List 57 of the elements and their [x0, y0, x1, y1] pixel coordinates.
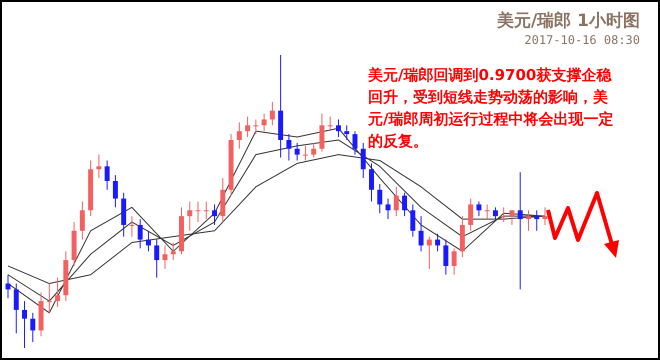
candlestick	[526, 210, 531, 232]
candlestick	[253, 118, 258, 135]
candlestick	[46, 283, 52, 314]
candlestick	[452, 248, 457, 276]
candlestick	[484, 204, 490, 220]
candlestick	[352, 130, 358, 156]
candlestick	[443, 239, 448, 276]
candlestick	[154, 239, 160, 278]
candlestick	[112, 174, 118, 208]
candlestick	[212, 204, 218, 226]
candlestick	[30, 312, 36, 343]
candlestick	[262, 113, 267, 132]
candlestick	[418, 216, 424, 252]
candlestick	[204, 201, 209, 220]
candlestick	[80, 201, 85, 240]
candlestick	[360, 142, 366, 179]
candlestick	[344, 124, 350, 140]
annotation: 美元/瑞郎回调到0.9700获支撑企稳回升，受到短线走势动荡的影响，美元/瑞郎周初运行过程中将会出现一定的反复。	[368, 65, 614, 152]
candlestick	[468, 198, 474, 232]
candlestick	[369, 162, 374, 202]
candlestick	[336, 118, 341, 138]
candlestick	[286, 134, 292, 161]
candlestick	[162, 244, 168, 270]
candlestick	[492, 206, 498, 220]
candlestick	[319, 113, 324, 152]
candlestick	[196, 201, 200, 223]
candlestick	[138, 218, 143, 249]
candlestick	[96, 154, 102, 179]
candlestick	[14, 283, 19, 334]
candlestick	[311, 142, 316, 158]
candlestick	[402, 192, 408, 217]
candlestick	[501, 206, 506, 223]
candlestick	[328, 116, 333, 132]
candlestick	[476, 201, 482, 217]
candlestick	[104, 160, 110, 190]
candlestick	[129, 216, 134, 238]
candlestick	[410, 204, 416, 238]
candlestick	[245, 116, 250, 138]
candlestick	[146, 230, 151, 252]
candlestick	[6, 274, 10, 299]
candlestick	[294, 142, 300, 161]
candlestick	[236, 122, 242, 150]
candlestick	[435, 233, 440, 252]
candlestick	[518, 172, 523, 290]
candlestick	[426, 236, 432, 270]
candlestick	[302, 145, 308, 161]
text: 2017-10-16 08:30	[524, 33, 640, 47]
candlestick	[22, 300, 27, 348]
candlestick	[509, 210, 514, 226]
candlestick	[270, 101, 275, 126]
chart-title: 美元/瑞郎 1小时图	[496, 11, 640, 31]
candlestick	[534, 210, 540, 232]
candlestick	[377, 183, 382, 214]
candlestick	[55, 277, 60, 308]
candlestick	[542, 206, 548, 226]
candlestick	[394, 186, 399, 217]
candlestick	[386, 198, 391, 220]
